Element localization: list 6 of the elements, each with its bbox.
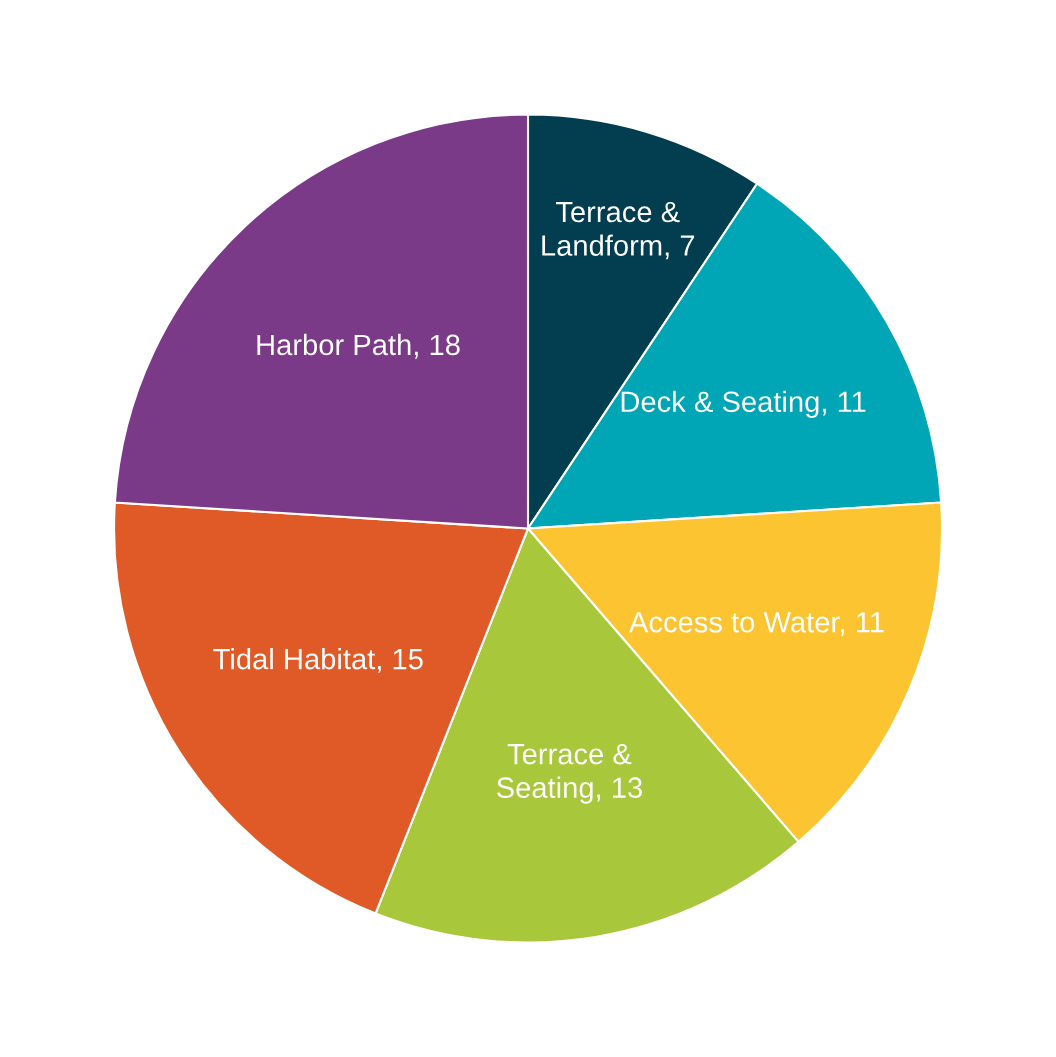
- slice-label: Terrace & Seating, 13: [496, 743, 642, 804]
- slice-label: Terrace & Landform, 7: [542, 201, 695, 260]
- slice-label: Access to Water, 11: [628, 612, 884, 637]
- slice-label: Deck & Seating, 11: [621, 390, 866, 418]
- slice-label: Tidal Habitat, 15: [213, 647, 423, 673]
- slice-label: Harbor Path, 18: [257, 333, 460, 359]
